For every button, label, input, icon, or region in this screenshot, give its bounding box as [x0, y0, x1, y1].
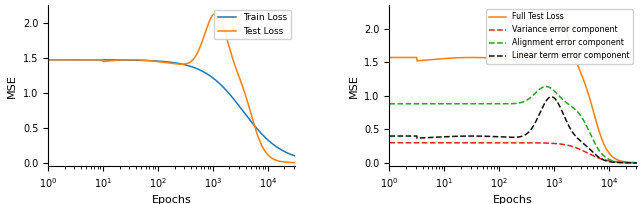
Variance error component — [631, 162, 639, 164]
Variance error component — [502, 142, 509, 144]
Train Loss — [44, 59, 52, 61]
Line: Test Loss: Test Loss — [48, 13, 301, 163]
Full Test Loss — [631, 161, 639, 164]
Linear term error component — [631, 162, 639, 164]
Linear term error component — [502, 136, 509, 138]
Line: Alignment error component: Alignment error component — [389, 86, 640, 163]
Test Loss — [161, 61, 168, 64]
Alignment error component — [385, 103, 393, 105]
Full Test Loss — [399, 56, 406, 59]
Y-axis label: MSE: MSE — [349, 74, 359, 98]
Full Test Loss — [502, 58, 509, 60]
Variance error component — [385, 142, 393, 144]
Full Test Loss — [509, 58, 516, 61]
Alignment error component — [502, 103, 509, 105]
Alignment error component — [509, 102, 516, 105]
Linear term error component — [548, 95, 556, 98]
Y-axis label: MSE: MSE — [7, 74, 17, 98]
Train Loss — [243, 115, 251, 118]
Legend: Full Test Loss, Variance error component, Alignment error component, Linear term: Full Test Loss, Variance error component… — [486, 9, 633, 64]
Line: Full Test Loss: Full Test Loss — [389, 15, 640, 163]
Test Loss — [290, 161, 298, 164]
Variance error component — [399, 142, 406, 144]
Linear term error component — [385, 135, 393, 137]
Test Loss — [167, 62, 175, 64]
Train Loss — [289, 154, 297, 157]
Variance error component — [509, 142, 516, 144]
Train Loss — [167, 61, 175, 63]
Test Loss — [44, 59, 52, 61]
Train Loss — [297, 156, 305, 159]
X-axis label: Epochs: Epochs — [152, 195, 191, 204]
Train Loss — [290, 154, 298, 157]
Line: Train Loss: Train Loss — [48, 60, 301, 157]
Test Loss — [243, 100, 251, 102]
Test Loss — [57, 59, 65, 61]
Linear term error component — [631, 162, 639, 164]
Test Loss — [212, 12, 220, 15]
Linear term error component — [585, 147, 593, 149]
Variance error component — [639, 162, 640, 164]
Test Loss — [297, 161, 305, 164]
Test Loss — [290, 161, 298, 164]
Alignment error component — [631, 162, 639, 164]
Full Test Loss — [631, 161, 639, 164]
Line: Linear term error component: Linear term error component — [389, 97, 640, 163]
Train Loss — [161, 60, 168, 63]
Variance error component — [585, 152, 593, 155]
Full Test Loss — [639, 162, 640, 164]
Alignment error component — [631, 162, 639, 164]
Alignment error component — [639, 162, 640, 164]
X-axis label: Epochs: Epochs — [493, 195, 533, 204]
Linear term error component — [639, 162, 640, 164]
Variance error component — [631, 162, 639, 164]
Alignment error component — [542, 85, 550, 88]
Full Test Loss — [585, 94, 593, 96]
Legend: Train Loss, Test Loss: Train Loss, Test Loss — [214, 10, 291, 39]
Full Test Loss — [553, 14, 561, 17]
Alignment error component — [399, 103, 406, 105]
Train Loss — [57, 59, 65, 61]
Linear term error component — [509, 136, 516, 139]
Alignment error component — [585, 129, 593, 132]
Full Test Loss — [385, 56, 393, 59]
Linear term error component — [399, 135, 406, 137]
Line: Variance error component: Variance error component — [389, 143, 640, 163]
